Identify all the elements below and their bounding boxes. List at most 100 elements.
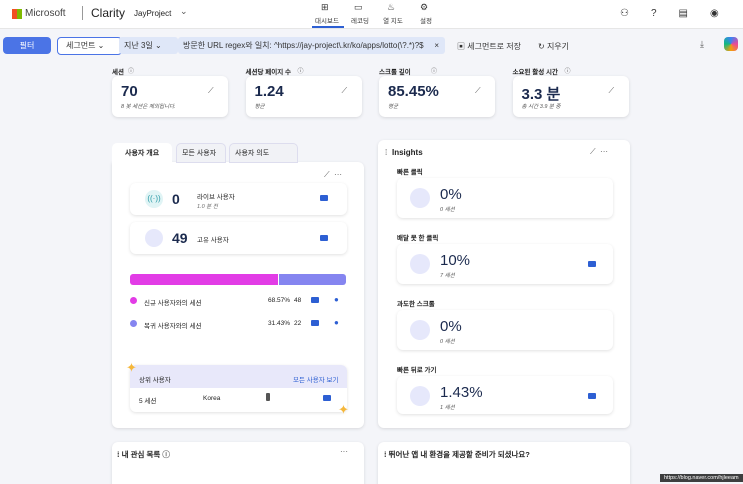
nav-item[interactable]: 레코딩 bbox=[351, 18, 369, 25]
nav-icon[interactable]: ♨ bbox=[387, 2, 396, 12]
top-users-card: 상위 사용자 모든 사용자 보기 5 세션 Korea bbox=[130, 365, 347, 412]
url-filter-chip[interactable]: 방문한 URL regex와 일치: ^https://jay-project\… bbox=[178, 37, 445, 54]
date-range[interactable]: 지난 3일 ⌄ bbox=[119, 37, 178, 54]
metric-card bbox=[112, 76, 228, 117]
live-label: 라이브 사용자 bbox=[197, 194, 235, 201]
heatmap-icon[interactable]: ● bbox=[334, 318, 339, 327]
download[interactable]: ⤓ bbox=[700, 39, 704, 49]
watchlist-panel bbox=[112, 442, 364, 484]
recording-icon[interactable] bbox=[588, 393, 596, 399]
session-share: 31.43% bbox=[268, 320, 291, 327]
metric-card bbox=[512, 76, 629, 117]
tab[interactable] bbox=[229, 143, 298, 163]
recording-icon[interactable] bbox=[320, 235, 328, 241]
legend-dot bbox=[130, 320, 137, 327]
insight-value: 0% bbox=[440, 318, 462, 335]
nav-item[interactable]: 설정 bbox=[420, 18, 432, 25]
ms-logo bbox=[12, 9, 22, 19]
nav-active-underline bbox=[312, 26, 344, 28]
panel-actions[interactable]: ··· bbox=[340, 447, 348, 456]
insight-label: 빠른 클릭 bbox=[397, 169, 423, 176]
segment-button[interactable]: 세그먼트 ⌄ bbox=[57, 37, 122, 55]
tab-label[interactable]: 사용자 개요 bbox=[125, 150, 160, 157]
metric-label: 세션당 페이지 수 bbox=[245, 69, 291, 76]
trend-icon[interactable]: ⟋ bbox=[475, 86, 481, 95]
recording-icon[interactable] bbox=[311, 320, 319, 326]
metric-label: 스크롤 깊이 bbox=[379, 69, 411, 76]
nav-icon[interactable]: ⚙ bbox=[420, 2, 429, 12]
nav-item[interactable]: 대시보드 bbox=[315, 18, 339, 25]
copilot-icon[interactable] bbox=[724, 37, 738, 51]
drag-handle: ⁞ bbox=[385, 148, 388, 157]
project-selector[interactable]: JayProject bbox=[134, 9, 172, 18]
trend-icon[interactable]: ⟋ bbox=[341, 86, 348, 95]
clear[interactable]: ↻ 지우기 bbox=[538, 42, 570, 51]
info-icon: ⓘ bbox=[128, 69, 135, 75]
insight-label: 과도한 스크롤 bbox=[397, 301, 435, 308]
insight-icon bbox=[410, 386, 430, 406]
card bbox=[397, 244, 613, 284]
recording-icon[interactable] bbox=[311, 297, 319, 303]
unique-label: 고유 사용자 bbox=[197, 237, 229, 244]
panel-actions[interactable]: ⟋ ··· bbox=[590, 147, 609, 156]
info-icon: ⓘ bbox=[431, 69, 438, 75]
user-icon bbox=[145, 229, 163, 247]
tab-label[interactable]: 모든 사용자 bbox=[182, 150, 217, 157]
session-share-bar bbox=[278, 274, 346, 285]
recording-icon[interactable] bbox=[588, 261, 596, 267]
date-range-label: 지난 3일 bbox=[124, 41, 153, 50]
metric-note: 평균 bbox=[388, 104, 399, 110]
top-bar bbox=[0, 0, 743, 29]
metric-card bbox=[245, 76, 362, 117]
metric-value: 70 bbox=[121, 83, 138, 100]
session-share: 68.57% bbox=[268, 297, 291, 304]
trend-icon[interactable]: ⟋ bbox=[608, 86, 615, 95]
session-label: 신규 사용자와의 세션 bbox=[144, 300, 202, 307]
tab[interactable] bbox=[112, 143, 172, 163]
header-icons[interactable]: ⚇?▤◉ bbox=[620, 8, 741, 19]
info-icon: ⓘ bbox=[564, 69, 571, 75]
insight-sessions: 7 세션 bbox=[440, 273, 455, 279]
metric-note: 총 시간 3.9 분 중 bbox=[521, 104, 561, 110]
filter-button[interactable]: 필터 bbox=[3, 37, 51, 54]
product[interactable]: Clarity bbox=[82, 6, 125, 20]
metric-label: 세션 bbox=[112, 69, 124, 76]
insight-value: 1.43% bbox=[440, 384, 483, 401]
insight-icon bbox=[410, 320, 430, 340]
trend-icon[interactable]: ⟋ bbox=[208, 86, 214, 95]
top-users-header bbox=[130, 365, 347, 388]
url-filter: 방문한 URL regex와 일치: ^https://jay-project\… bbox=[183, 41, 424, 50]
chevron: ⌄ bbox=[180, 6, 188, 16]
view-all-users[interactable]: 모든 사용자 보기 bbox=[293, 377, 339, 384]
nav-icon[interactable]: ▭ bbox=[354, 2, 363, 12]
insight-icon bbox=[410, 254, 430, 274]
watchlist-title-text: 내 관심 목록 bbox=[121, 450, 161, 459]
live-count: 0 bbox=[172, 191, 180, 207]
close-icon[interactable]: × bbox=[434, 41, 439, 50]
save-segment[interactable]: ▣ 세그먼트로 저장 bbox=[457, 42, 521, 51]
tab[interactable] bbox=[176, 143, 226, 163]
live-users-card bbox=[130, 183, 347, 215]
session-count: 48 bbox=[294, 297, 302, 304]
recording-icon[interactable] bbox=[320, 195, 328, 201]
brand: Microsoft bbox=[25, 8, 66, 19]
sparkle: ✦ bbox=[126, 360, 137, 375]
insight-sessions: 1 세션 bbox=[440, 405, 455, 411]
nav-item[interactable]: 열 지도 bbox=[383, 18, 403, 25]
unique-count: 49 bbox=[172, 230, 188, 246]
card bbox=[397, 376, 613, 414]
card bbox=[397, 178, 613, 218]
heatmap-icon[interactable]: ● bbox=[334, 295, 339, 304]
nav-icon[interactable]: ⊞ bbox=[321, 2, 329, 12]
metric-card bbox=[379, 76, 495, 117]
panel-actions[interactable]: ⟋ ··· bbox=[324, 170, 343, 179]
insight-label: 배달 못 한 클릭 bbox=[397, 235, 439, 242]
insight-icon bbox=[410, 188, 430, 208]
top-users-title: 상위 사용자 bbox=[139, 377, 171, 384]
live-note: 1.0 분 전 bbox=[197, 204, 218, 210]
filter-label: 필터 bbox=[19, 41, 35, 50]
tab-label[interactable]: 사용자 의도 bbox=[235, 150, 270, 157]
recording-icon[interactable] bbox=[323, 395, 331, 401]
top-user-country: Korea bbox=[203, 395, 221, 402]
